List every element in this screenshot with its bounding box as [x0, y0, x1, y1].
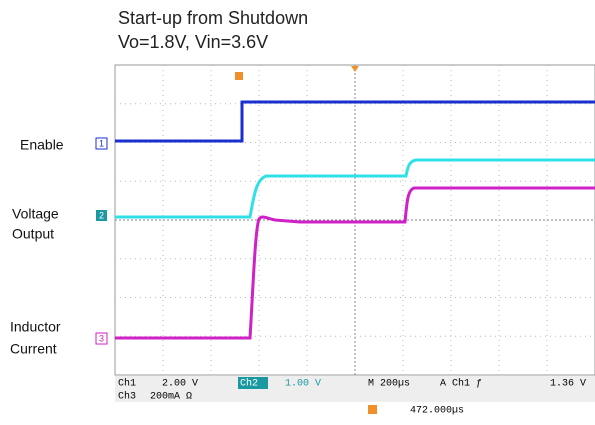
status-bar: [115, 376, 595, 402]
channel-marker: [96, 210, 107, 221]
delay-marker: [368, 405, 377, 414]
status-text: 472.000µs: [410, 406, 464, 417]
channel-marker-text: 1: [99, 138, 104, 148]
subtitle: Vo=1.8V, Vin=3.6V: [118, 32, 268, 52]
channel-marker-text: 3: [99, 333, 104, 343]
trigger-marker: [235, 72, 243, 80]
status-text: Ch2: [240, 378, 258, 390]
current-trace: [115, 186, 595, 340]
status-text: A Ch1 ƒ: [440, 378, 482, 390]
status-highlight: [238, 377, 268, 389]
title: Start-up from Shutdown: [118, 8, 308, 28]
channel-label: Current: [10, 341, 57, 357]
channel-label: Inductor: [10, 319, 61, 335]
enable-trace: [115, 100, 595, 143]
voltage-trace: [115, 158, 595, 219]
status-text: Ch3: [118, 391, 136, 403]
channel-label: Voltage: [12, 206, 59, 222]
channel-marker-text: 2: [99, 210, 104, 220]
status-text: 2.00 V: [162, 379, 198, 390]
channel-label: Output: [12, 226, 54, 242]
status-text: 1.00 V: [285, 379, 321, 390]
trigger-position: [351, 66, 359, 72]
channel-label: Enable: [20, 137, 64, 153]
status-text: Ch1: [118, 378, 136, 390]
channel-marker: [95, 332, 108, 345]
channel-marker: [95, 137, 108, 150]
status-text: 200mA Ω: [150, 392, 192, 403]
status-text: 1.36 V: [550, 379, 586, 390]
status-text: M 200µs: [368, 379, 410, 390]
grid: [115, 65, 595, 375]
